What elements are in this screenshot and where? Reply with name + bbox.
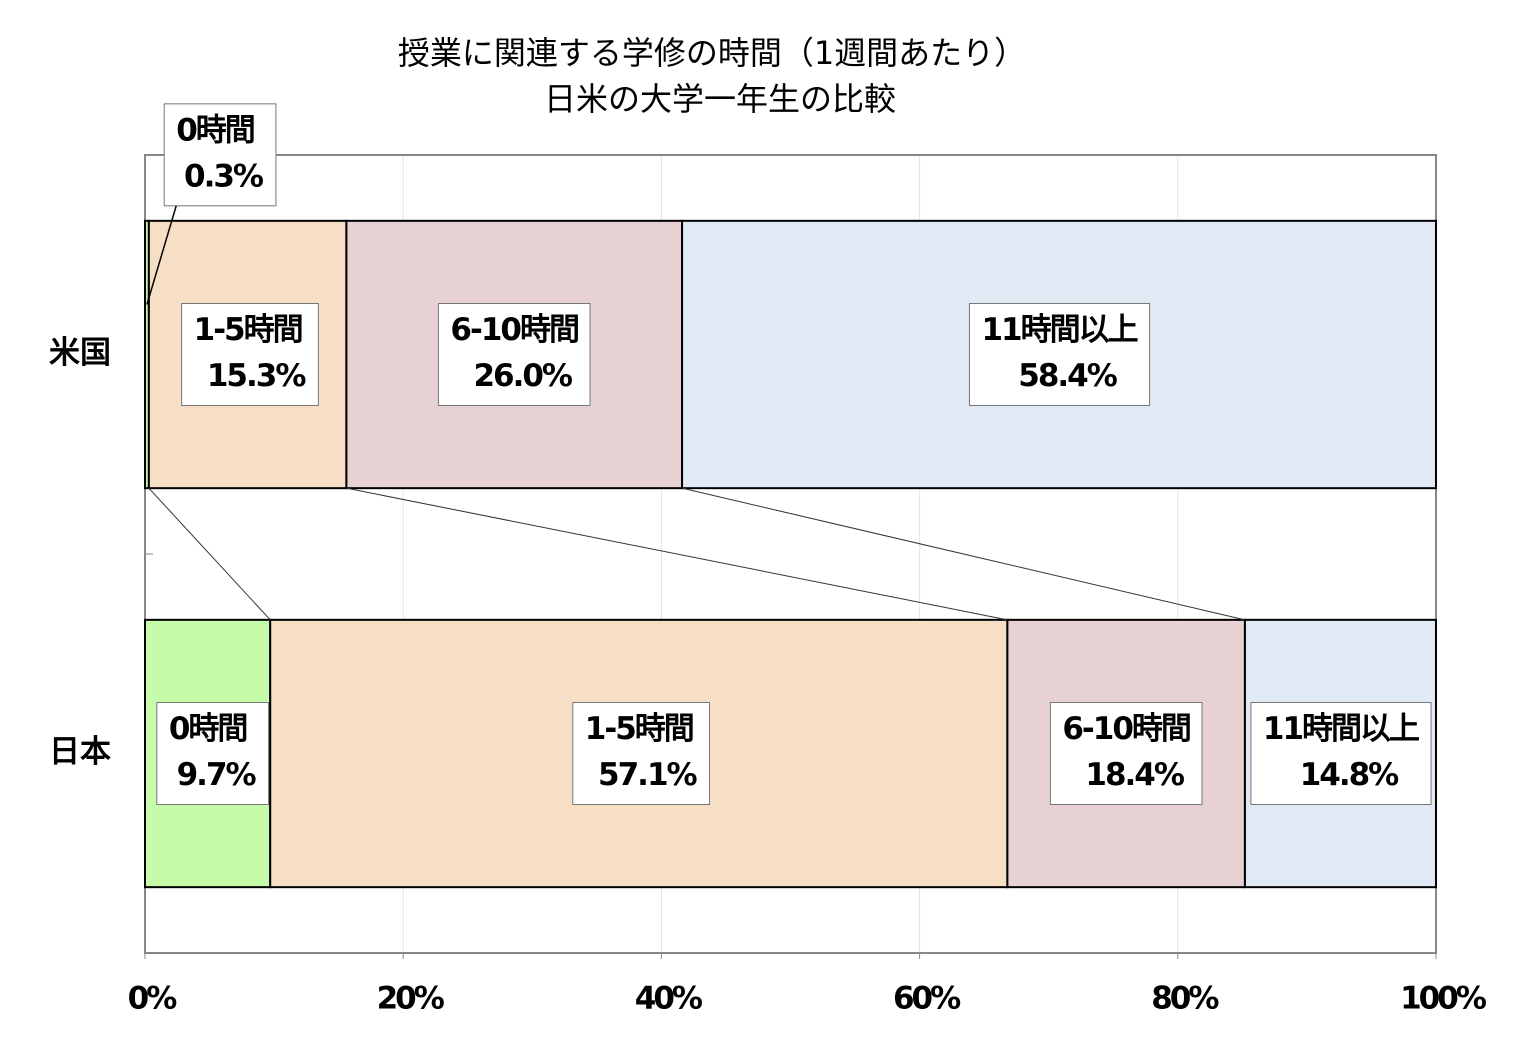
data-label-box	[1049, 702, 1203, 805]
x-tick-label: 20%	[377, 981, 445, 1017]
data-label-name: 6-10時間	[450, 312, 578, 348]
data-label: 1-5時間 57.1%	[572, 702, 711, 805]
data-label-name: 0時間	[176, 112, 254, 148]
data-label-value: 26.0%	[473, 358, 572, 394]
data-label-name: 11時間以上	[1263, 711, 1419, 747]
x-tick-label: 80%	[1151, 981, 1219, 1017]
data-label: 11時間以上 14.8%	[1250, 702, 1432, 805]
y-tick-label: 日本	[49, 734, 111, 770]
data-label: 0時間 9.7%	[156, 702, 270, 805]
data-label: 6-10時間 18.4%	[1049, 702, 1203, 805]
data-label: 6-10時間 26.0%	[437, 303, 591, 406]
x-tick-label: 100%	[1400, 981, 1487, 1017]
series-connector	[148, 487, 271, 621]
data-label: 11時間以上 58.4%	[968, 303, 1151, 406]
data-label-value: 18.4%	[1085, 757, 1184, 793]
data-label-value: 58.4%	[1018, 358, 1117, 394]
data-label-value: 0.3%	[184, 158, 264, 194]
x-tick-label: 60%	[893, 981, 961, 1017]
data-label-box	[968, 303, 1151, 406]
data-label-name: 6-10時間	[1062, 711, 1190, 747]
data-label: 0時間 0.3%	[163, 103, 277, 207]
data-label-name: 0時間	[169, 711, 247, 747]
data-label-box	[163, 103, 277, 207]
data-label-box	[1250, 702, 1432, 805]
data-label-box	[437, 303, 591, 406]
data-label-box	[156, 702, 270, 805]
data-label-value: 57.1%	[598, 757, 697, 793]
data-label-name: 1-5時間	[194, 312, 302, 348]
data-label-box	[572, 702, 711, 805]
data-label-name: 11時間以上	[981, 312, 1137, 348]
data-label-name: 1-5時間	[585, 711, 693, 747]
y-tick-label: 米国	[49, 335, 111, 371]
data-label-value: 15.3%	[207, 358, 306, 394]
leader-line	[146, 205, 177, 305]
chart-subtitle: 日米の大学一年生の比較	[544, 80, 896, 118]
data-label: 1-5時間 15.3%	[181, 303, 319, 406]
x-tick-label: 0%	[128, 981, 178, 1017]
data-label-value: 14.8%	[1300, 757, 1399, 793]
x-tick-label: 40%	[635, 981, 703, 1017]
series-connector	[346, 487, 1008, 621]
data-label-value: 9.7%	[177, 757, 257, 793]
series-connector	[681, 487, 1246, 621]
data-label-box	[181, 303, 319, 406]
chart-title: 授業に関連する学修の時間（1週間あたり）	[398, 34, 1026, 72]
